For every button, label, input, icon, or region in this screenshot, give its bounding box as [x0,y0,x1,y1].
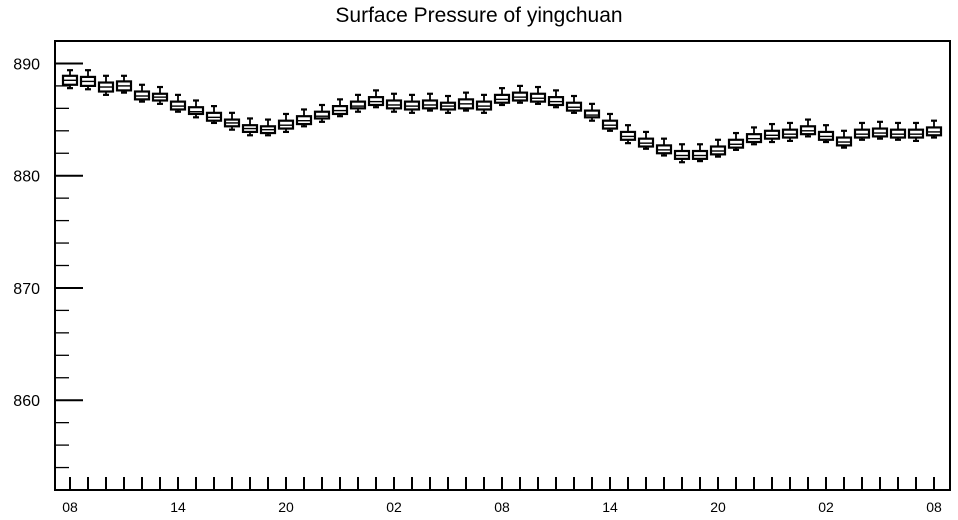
box [367,89,385,109]
box-body [187,106,205,116]
box [169,93,187,113]
box [511,84,529,104]
plot-frame [54,40,951,491]
box-body [313,110,331,120]
box [493,87,511,107]
box-body [583,109,601,119]
box [691,143,709,163]
box [709,138,727,158]
box [673,143,691,164]
box [439,94,457,114]
y-tick-label: 870 [13,281,40,298]
box [529,85,547,105]
box [295,108,313,128]
box [115,74,133,94]
box [277,112,295,134]
box [97,74,115,96]
x-tick-label: 02 [818,499,834,515]
x-tick-label: 02 [386,499,402,515]
box [907,121,925,143]
box [637,130,655,150]
box [727,131,745,151]
box [655,137,673,157]
box [259,118,277,137]
box [853,121,871,141]
box [583,102,601,122]
box [817,124,835,144]
x-tick-label: 20 [710,499,726,515]
box [781,121,799,143]
y-tick-label: 860 [13,393,40,410]
box [925,119,943,139]
box [61,69,79,90]
box [889,121,907,141]
box [331,98,349,118]
box-body [349,100,367,110]
boxes-layer [61,69,943,164]
box [565,94,583,114]
box [799,118,817,138]
x-tick-label: 20 [278,499,294,515]
y-tick-label: 880 [13,169,40,186]
box [619,124,637,145]
tick-labels: 860 870 880 890 08 14 20 02 08 14 20 02 08 [13,56,942,515]
box [205,105,223,125]
box [349,93,367,113]
box [151,85,169,105]
box [835,129,853,149]
box [133,83,151,103]
x-tick-label: 08 [926,499,942,515]
box [385,92,403,113]
box [79,69,97,91]
box [475,93,493,114]
box [223,111,241,131]
box [763,122,781,144]
chart-title: Surface Pressure of yingchuan [335,4,623,27]
x-tick-label: 14 [170,499,186,515]
box [313,103,331,123]
box [403,93,421,114]
x-tick-label: 08 [62,499,78,515]
box [547,89,565,109]
x-tick-label: 08 [494,499,510,515]
axis-ticks [55,62,935,490]
box [187,99,205,119]
box [241,117,259,137]
box [871,120,889,140]
box [457,91,475,112]
x-tick-label: 14 [602,499,618,515]
y-tick-label: 890 [13,56,40,73]
box [745,126,763,146]
box [421,92,439,112]
box [601,112,619,132]
